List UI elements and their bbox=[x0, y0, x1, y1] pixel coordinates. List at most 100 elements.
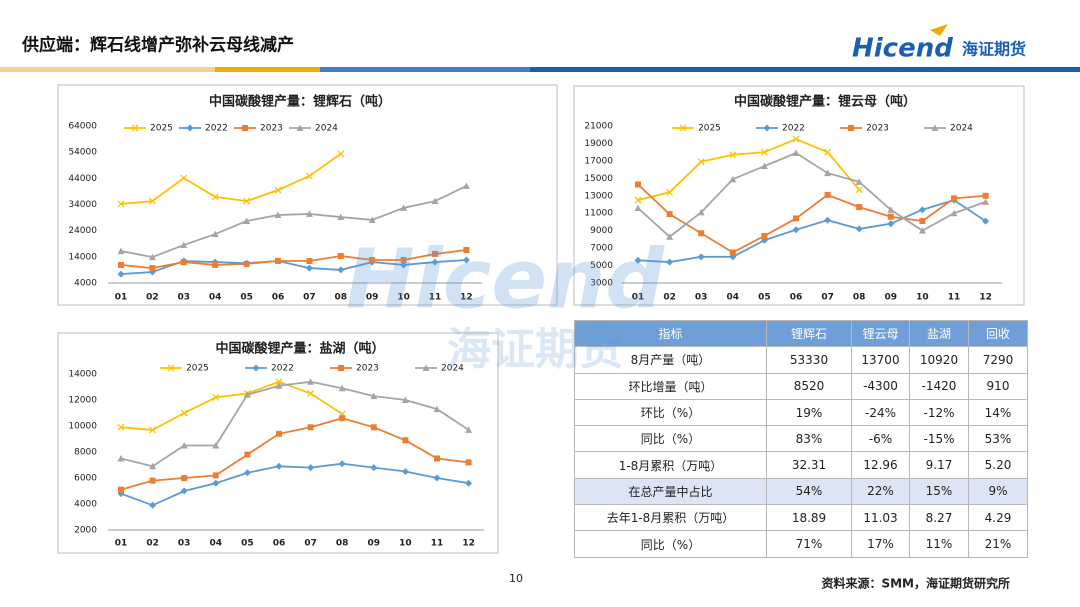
marker bbox=[149, 477, 156, 484]
marker bbox=[760, 162, 768, 170]
marker bbox=[402, 437, 409, 444]
marker bbox=[855, 225, 863, 233]
legend-marker bbox=[252, 364, 260, 372]
legend-label: 2024 bbox=[950, 124, 973, 134]
series-line bbox=[120, 462, 469, 507]
x-tick-label: 04 bbox=[727, 293, 740, 303]
marker bbox=[729, 249, 736, 256]
table-cell: -6% bbox=[851, 425, 910, 453]
marker bbox=[431, 258, 439, 266]
table-cell: -4300 bbox=[851, 372, 910, 400]
table-row: 去年1-8月累积（万吨） 18.89 11.03 8.27 4.29 bbox=[574, 504, 1028, 532]
table-cell: 4.29 bbox=[968, 504, 1028, 532]
marker bbox=[148, 197, 156, 205]
marker bbox=[370, 392, 378, 400]
marker bbox=[180, 442, 188, 449]
y-tick-label: 44000 bbox=[68, 174, 97, 184]
marker bbox=[792, 149, 800, 157]
marker bbox=[824, 216, 832, 224]
chart-title: 中国碳酸锂产量：锂云母（吨） bbox=[734, 94, 916, 110]
table-cell: 22% bbox=[851, 477, 910, 506]
marker bbox=[149, 426, 157, 434]
marker bbox=[982, 217, 990, 225]
table-cell: 71% bbox=[766, 530, 852, 558]
legend-marker bbox=[848, 125, 854, 131]
y-tick-label: 54000 bbox=[68, 148, 97, 158]
marker bbox=[666, 188, 674, 196]
legend-marker bbox=[931, 124, 939, 131]
marker bbox=[434, 455, 440, 462]
header-bar bbox=[530, 67, 1080, 72]
legend-label: 2025 bbox=[150, 124, 173, 134]
y-tick-label: 6000 bbox=[74, 474, 97, 484]
table-cell: 在总产量中占比 bbox=[574, 477, 767, 506]
y-tick-label: 5000 bbox=[590, 261, 613, 271]
header-bar bbox=[320, 67, 530, 72]
marker bbox=[433, 474, 441, 482]
series-line bbox=[120, 380, 470, 468]
series-line bbox=[637, 138, 860, 202]
table-cell: 12.96 bbox=[851, 451, 910, 479]
x-tick-label: 09 bbox=[885, 293, 898, 303]
x-tick-label: 07 bbox=[304, 539, 317, 549]
table-row: 同比（%） 71% 17% 11% 21% bbox=[574, 530, 1028, 558]
marker bbox=[918, 206, 926, 214]
marker bbox=[305, 264, 313, 272]
logo-cn: 海证期货 bbox=[962, 40, 1026, 59]
marker bbox=[634, 196, 642, 204]
table-cell: 盐湖 bbox=[909, 319, 969, 348]
table-cell: 83% bbox=[766, 425, 852, 453]
source: 资料来源：SMM，海证期货研究所 bbox=[821, 576, 1010, 591]
x-tick-label: 12 bbox=[462, 539, 475, 549]
marker bbox=[793, 215, 799, 222]
marker bbox=[305, 172, 313, 180]
table-cell: 锂辉石 bbox=[766, 319, 852, 348]
table-cell: 7290 bbox=[968, 346, 1028, 374]
legend-label: 2025 bbox=[186, 364, 209, 374]
y-tick-label: 2000 bbox=[74, 526, 97, 536]
marker bbox=[856, 204, 863, 211]
marker bbox=[951, 195, 957, 202]
table-cell: -24% bbox=[851, 398, 910, 427]
logo-mark bbox=[930, 24, 948, 36]
marker bbox=[149, 265, 156, 272]
header-bar bbox=[215, 67, 320, 72]
x-tick-label: 05 bbox=[241, 539, 254, 549]
marker bbox=[180, 241, 188, 249]
marker bbox=[117, 247, 125, 255]
marker bbox=[339, 415, 346, 422]
marker bbox=[211, 193, 219, 201]
series-line bbox=[120, 185, 467, 259]
x-tick-label: 03 bbox=[178, 539, 191, 549]
series-line bbox=[637, 199, 987, 263]
series-line bbox=[120, 380, 343, 431]
table-cell: 8.27 bbox=[909, 504, 969, 532]
marker bbox=[180, 409, 188, 417]
marker bbox=[306, 258, 313, 265]
y-tick-label: 3000 bbox=[590, 279, 613, 289]
marker bbox=[982, 198, 990, 205]
marker bbox=[792, 226, 800, 234]
marker bbox=[337, 253, 344, 260]
legend-marker bbox=[167, 364, 175, 372]
y-tick-label: 7000 bbox=[590, 244, 613, 254]
table-cell: 环比（%） bbox=[574, 398, 767, 427]
marker bbox=[149, 462, 157, 470]
x-tick-label: 02 bbox=[146, 293, 159, 303]
marker bbox=[275, 462, 283, 470]
y-tick-label: 14000 bbox=[68, 370, 97, 380]
header-bar bbox=[0, 67, 215, 72]
table-row: 1-8月累积（万吨） 32.31 12.96 9.17 5.20 bbox=[574, 451, 1028, 479]
y-tick-label: 21000 bbox=[584, 122, 613, 132]
marker bbox=[887, 213, 894, 220]
marker bbox=[401, 468, 409, 475]
x-tick-label: 01 bbox=[115, 293, 128, 303]
marker bbox=[635, 181, 641, 188]
marker bbox=[369, 256, 376, 263]
marker bbox=[118, 261, 124, 268]
marker bbox=[634, 256, 642, 264]
y-tick-label: 4000 bbox=[74, 500, 97, 510]
y-tick-label: 4000 bbox=[74, 279, 97, 289]
marker bbox=[337, 150, 345, 158]
table-cell: 19% bbox=[766, 398, 852, 427]
